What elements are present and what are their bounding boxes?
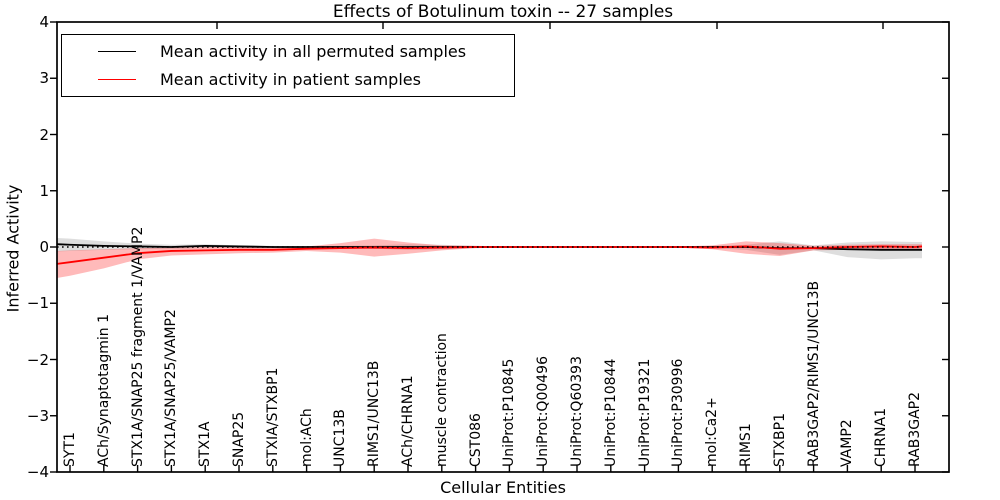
y-tick-label: −1 (26, 294, 49, 313)
y-tick-label: −4 (26, 463, 49, 481)
x-tick-label: UniProt:Q00496 (535, 356, 552, 467)
x-tick-label: muscle contraction (433, 333, 450, 467)
x-tick-label: RAB3GAP2/RIMS1/UNC13B (805, 280, 822, 467)
y-tick-label: 0 (39, 238, 49, 256)
x-tick-label: UniProt:P19321 (636, 358, 653, 467)
legend-entry: Mean activity in all permuted samples (62, 37, 514, 65)
x-tick-label: VAMP2 (839, 419, 856, 467)
x-tick-label: RAB3GAP2 (907, 391, 923, 467)
x-tick-label: RIMS1/UNC13B (366, 360, 383, 467)
legend-entry: Mean activity in patient samples (62, 65, 514, 93)
x-tick-label: mol:Ca2+ (704, 397, 721, 467)
x-tick-label: STXIA/STXBP1 (264, 367, 281, 467)
chart-title: Effects of Botulinum toxin -- 27 samples (332, 2, 674, 22)
legend-line-black-icon (98, 50, 136, 52)
legend-label: Mean activity in all permuted samples (160, 41, 467, 61)
x-tick-label: STXBP1 (771, 413, 788, 467)
y-tick-label: 3 (39, 69, 49, 88)
x-tick-label: mol:ACh (298, 408, 315, 467)
x-tick-label: ACh/Synaptotagmin 1 (95, 314, 112, 467)
x-tick-label: UniProt:P30996 (670, 358, 687, 467)
x-tick-label: UniProt:Q60393 (569, 356, 585, 467)
x-tick-label: RIMS1 (738, 423, 754, 467)
x-tick-label: STX1A (197, 421, 214, 467)
x-tick-label: UniProt:P10845 (501, 358, 518, 467)
x-tick-label: STX1A/SNAP25 fragment 1/VAMP2 (129, 226, 146, 467)
x-tick-label: STX1A/SNAP25/VAMP2 (163, 309, 180, 467)
y-tick-label: 4 (39, 13, 49, 31)
x-tick-label: CST086 (467, 413, 484, 467)
permuted-confidence-band (57, 238, 922, 260)
y-tick-label: −3 (26, 406, 49, 425)
y-tick-label: −2 (26, 350, 49, 369)
x-axis-label: Cellular Entities (440, 478, 566, 497)
y-tick-label: 2 (39, 125, 49, 144)
legend-line-red-icon (98, 78, 136, 80)
x-tick-label: ACh/CHRNA1 (400, 375, 416, 467)
x-tick-label: CHRNA1 (873, 408, 890, 467)
legend-label: Mean activity in patient samples (160, 69, 421, 89)
x-tick-label: UNC13B (332, 409, 349, 467)
x-tick-label: SNAP25 (231, 411, 247, 467)
patient-confidence-band (57, 238, 922, 278)
x-tick-label: SYT1 (62, 432, 78, 467)
y-tick-label: 1 (39, 181, 49, 200)
x-tick-label: UniProt:P10844 (602, 358, 619, 467)
legend: Mean activity in all permuted samples Me… (61, 34, 515, 97)
